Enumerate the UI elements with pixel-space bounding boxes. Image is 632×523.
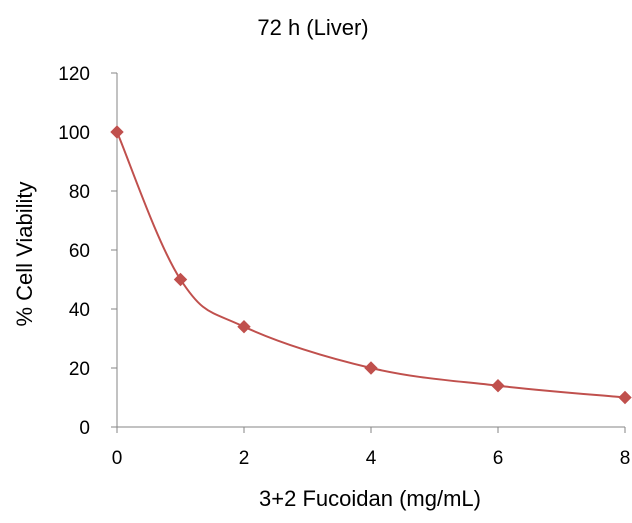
data-point-marker <box>491 378 505 393</box>
data-point-marker <box>110 125 124 139</box>
chart-title: 72 h (Liver) <box>257 15 368 40</box>
y-tick-label: 120 <box>58 64 90 85</box>
y-tick-label: 100 <box>58 123 90 144</box>
y-tick-label: 60 <box>69 241 90 262</box>
series-line <box>116 131 626 399</box>
x-tick-label: 8 <box>620 448 631 469</box>
x-tick-label: 0 <box>112 448 123 469</box>
data-point-marker <box>364 361 378 375</box>
y-axis: 0 20 40 60 80 100 120 <box>58 64 118 439</box>
y-tick-label: 0 <box>79 418 90 439</box>
y-tick-label: 40 <box>69 300 90 321</box>
x-tick-label: 4 <box>366 448 377 469</box>
data-point-marker <box>618 390 632 405</box>
y-tick-label: 20 <box>69 359 90 380</box>
data-point-marker <box>173 272 188 287</box>
x-tick-label: 6 <box>493 448 504 469</box>
data-point-marker <box>237 319 251 334</box>
x-axis-title: 3+2 Fucoidan (mg/mL) <box>259 486 481 511</box>
y-axis-title: % Cell Viability <box>12 181 37 326</box>
x-axis: 0 2 4 6 8 <box>112 426 631 469</box>
x-tick-label: 2 <box>239 448 250 469</box>
plot-area <box>110 125 632 405</box>
y-tick-label: 80 <box>69 182 90 203</box>
